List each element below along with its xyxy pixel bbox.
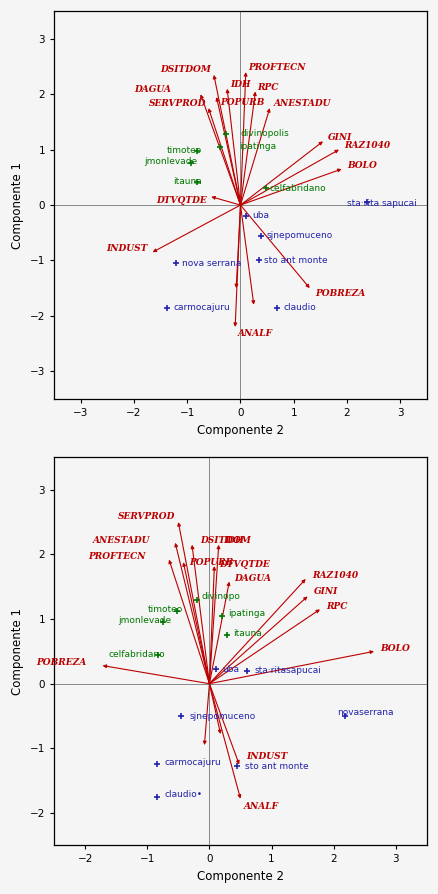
Text: RAZ1040: RAZ1040 <box>312 570 358 579</box>
Text: novaserrana: novaserrana <box>337 708 393 717</box>
Text: INDUST: INDUST <box>247 752 288 761</box>
Text: DSITDOM: DSITDOM <box>200 536 251 544</box>
Text: itauna: itauna <box>173 177 202 186</box>
Text: nova serrana: nova serrana <box>182 258 241 267</box>
Text: jmonlevade: jmonlevade <box>118 616 171 625</box>
Text: ipatinga: ipatinga <box>228 610 265 619</box>
Text: PROFTECN: PROFTECN <box>248 63 306 72</box>
Text: IDH: IDH <box>230 80 251 89</box>
Text: jmonlevade: jmonlevade <box>144 157 197 166</box>
Text: carmocajuru: carmocajuru <box>165 758 222 767</box>
Text: DAGUA: DAGUA <box>234 575 271 584</box>
Text: POBREZA: POBREZA <box>36 659 86 668</box>
Text: ANALF: ANALF <box>244 802 279 811</box>
Text: ipatinga: ipatinga <box>240 142 276 151</box>
Text: celfabridano: celfabridano <box>270 184 326 193</box>
Text: POPURB: POPURB <box>220 98 265 107</box>
Text: uba: uba <box>222 665 239 674</box>
Text: PROFTECN: PROFTECN <box>88 552 146 561</box>
Text: RPC: RPC <box>326 602 348 611</box>
Text: uba: uba <box>252 210 269 220</box>
Text: DSITDOM: DSITDOM <box>160 64 211 74</box>
Text: SERVPROD: SERVPROD <box>148 99 206 108</box>
Text: BOLO: BOLO <box>347 161 377 170</box>
Text: RPC: RPC <box>258 82 279 91</box>
Text: divinopolis: divinopolis <box>240 129 289 138</box>
Text: claudio: claudio <box>283 303 316 312</box>
Text: GINI: GINI <box>328 133 353 142</box>
Text: POBREZA: POBREZA <box>315 290 365 299</box>
Text: DAGUA: DAGUA <box>134 85 171 94</box>
X-axis label: Componente 2: Componente 2 <box>197 424 284 436</box>
Y-axis label: Componente 1: Componente 1 <box>11 608 24 695</box>
Text: sto ant monte: sto ant monte <box>265 256 328 265</box>
Text: sta·rita sapucai: sta·rita sapucai <box>347 199 417 208</box>
Text: RAZ1040: RAZ1040 <box>344 141 390 150</box>
Text: DTVQTDE: DTVQTDE <box>219 560 269 569</box>
Text: ANESTADU: ANESTADU <box>93 536 150 544</box>
Text: carmocajuru: carmocajuru <box>174 303 231 312</box>
Text: sto ant monte: sto ant monte <box>245 762 309 771</box>
Text: IDH: IDH <box>223 536 244 544</box>
Text: sta·ritasapucai: sta·ritasapucai <box>254 666 321 675</box>
Text: SERVPROD: SERVPROD <box>118 512 175 521</box>
Text: ANALF: ANALF <box>238 329 273 338</box>
Text: sjnepomuceno: sjnepomuceno <box>190 712 256 721</box>
Text: divinopo: divinopo <box>202 592 241 601</box>
Text: BOLO: BOLO <box>380 644 410 653</box>
Y-axis label: Componente 1: Componente 1 <box>11 162 24 249</box>
Text: timoteo: timoteo <box>148 605 184 614</box>
Text: DTVQTDE: DTVQTDE <box>157 196 208 205</box>
Text: celfabridano: celfabridano <box>108 650 165 659</box>
Text: POPURB: POPURB <box>190 558 234 567</box>
Text: INDUST: INDUST <box>106 244 147 253</box>
Text: GINI: GINI <box>314 587 338 596</box>
X-axis label: Componente 2: Componente 2 <box>197 870 284 883</box>
Text: ANESTADU: ANESTADU <box>273 99 331 108</box>
Text: sjnepomuceno: sjnepomuceno <box>266 231 332 240</box>
Text: itauna: itauna <box>233 628 262 637</box>
Text: claudio•: claudio• <box>165 790 203 799</box>
Text: timoteo: timoteo <box>167 147 202 156</box>
